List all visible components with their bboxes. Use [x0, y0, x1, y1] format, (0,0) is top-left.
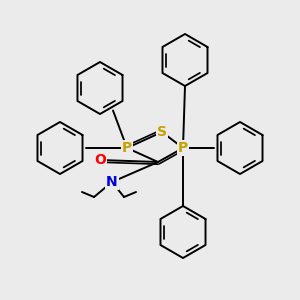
Text: P: P — [122, 141, 132, 155]
Text: O: O — [94, 153, 106, 167]
Text: N: N — [106, 175, 118, 189]
Text: S: S — [157, 125, 167, 139]
Text: P: P — [178, 141, 188, 155]
